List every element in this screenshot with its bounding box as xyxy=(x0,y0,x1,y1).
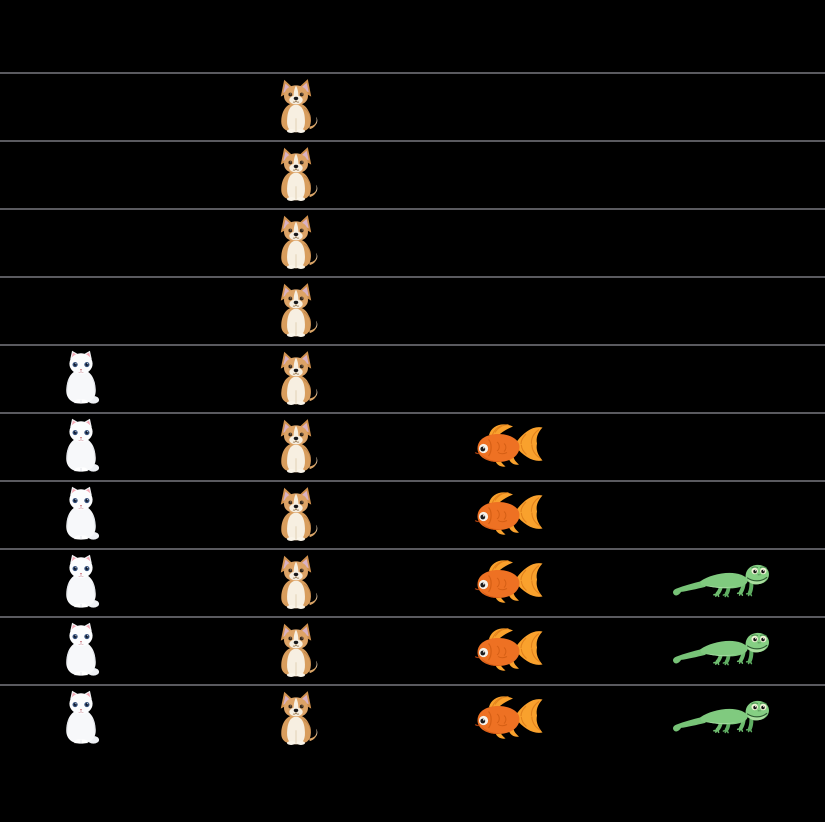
dog-icon xyxy=(280,146,318,201)
dog-icon xyxy=(280,554,318,609)
dog-icon xyxy=(280,690,318,745)
gridline xyxy=(0,412,825,414)
gridline xyxy=(0,548,825,550)
goldfish-icon xyxy=(474,628,543,671)
dog-icon xyxy=(280,350,318,405)
goldfish-icon xyxy=(474,560,543,603)
cat-icon xyxy=(66,554,100,608)
dog-icon xyxy=(280,418,318,473)
lizard-icon xyxy=(673,700,769,734)
gridline xyxy=(0,480,825,482)
goldfish-icon xyxy=(474,696,543,739)
cat-icon xyxy=(66,690,100,744)
cat-icon xyxy=(66,350,100,404)
lizard-icon xyxy=(673,632,769,666)
dog-icon xyxy=(280,214,318,269)
gridline xyxy=(0,276,825,278)
gridline xyxy=(0,140,825,142)
dog-icon xyxy=(280,282,318,337)
dog-icon xyxy=(280,486,318,541)
gridline xyxy=(0,72,825,74)
cat-icon xyxy=(66,622,100,676)
cat-icon xyxy=(66,486,100,540)
goldfish-icon xyxy=(474,492,543,535)
goldfish-icon xyxy=(474,424,543,467)
gridline xyxy=(0,208,825,210)
gridline xyxy=(0,616,825,618)
dog-icon xyxy=(280,78,318,133)
gridline xyxy=(0,344,825,346)
lizard-icon xyxy=(673,564,769,598)
dog-icon xyxy=(280,622,318,677)
cat-icon xyxy=(66,418,100,472)
gridline xyxy=(0,684,825,686)
